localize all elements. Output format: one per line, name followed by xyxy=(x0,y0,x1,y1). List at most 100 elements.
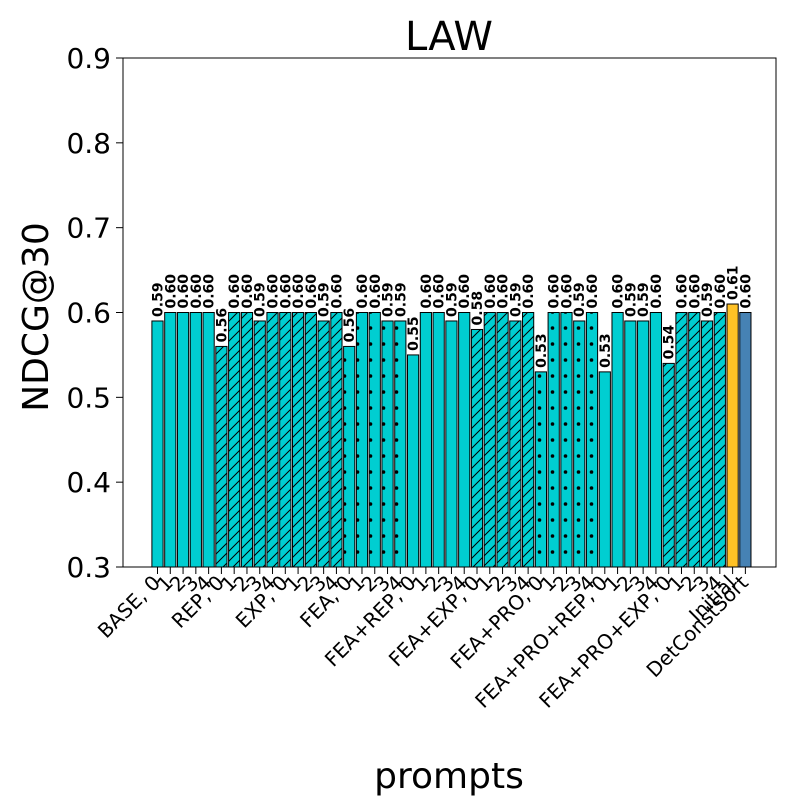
value-label-39: 0.60 xyxy=(649,274,665,309)
bar-46 xyxy=(739,312,752,568)
bar-38 xyxy=(637,320,650,568)
value-label-10: 0.60 xyxy=(278,274,294,309)
value-label-1: 0.60 xyxy=(163,274,179,309)
bar-pattern-44 xyxy=(714,312,726,567)
value-label-18: 0.59 xyxy=(381,282,397,317)
bar-23 xyxy=(445,320,458,568)
bar-22 xyxy=(432,312,445,568)
bar-pattern-10 xyxy=(279,312,291,567)
bar-37 xyxy=(624,320,637,568)
bar-pattern-29 xyxy=(522,312,534,567)
y-tick-label-3: 0.6 xyxy=(66,297,111,330)
bar-20 xyxy=(407,354,420,568)
value-label-12: 0.60 xyxy=(304,274,320,309)
bar-pattern-17 xyxy=(369,312,381,567)
bar-45 xyxy=(726,303,739,568)
value-label-40: 0.54 xyxy=(662,325,678,360)
bar-24 xyxy=(458,312,471,568)
y-tick-label-2: 0.5 xyxy=(66,381,111,414)
y-tick-label-1: 0.4 xyxy=(66,466,111,499)
value-label-13: 0.59 xyxy=(317,282,333,317)
bar-pattern-27 xyxy=(496,312,509,567)
value-label-6: 0.60 xyxy=(227,274,243,309)
y-tick-label-6: 0.9 xyxy=(66,42,111,75)
value-label-34: 0.60 xyxy=(585,274,601,309)
bar-3 xyxy=(189,312,202,568)
bar-35 xyxy=(598,371,611,568)
bar-pattern-9 xyxy=(266,312,279,567)
value-label-43: 0.59 xyxy=(700,282,716,317)
bar-pattern-25 xyxy=(471,329,483,567)
value-label-35: 0.53 xyxy=(598,333,614,368)
bar-pattern-26 xyxy=(484,312,496,567)
chart-title: LAW xyxy=(405,14,493,60)
value-label-4: 0.60 xyxy=(202,274,218,309)
bar-pattern-11 xyxy=(292,312,304,567)
value-label-28: 0.59 xyxy=(508,282,524,317)
value-label-9: 0.60 xyxy=(266,274,282,309)
value-label-41: 0.60 xyxy=(674,274,690,309)
bar-4 xyxy=(202,312,215,568)
x-axis-label: prompts xyxy=(374,756,524,797)
bar-pattern-13 xyxy=(318,320,330,567)
bar-pattern-30 xyxy=(535,371,547,567)
bar-pattern-6 xyxy=(228,312,240,567)
value-label-17: 0.60 xyxy=(368,274,384,309)
value-label-27: 0.60 xyxy=(496,274,512,309)
value-label-8: 0.59 xyxy=(253,282,269,317)
value-label-7: 0.60 xyxy=(240,274,256,309)
plot-area xyxy=(151,303,752,568)
value-label-45: 0.61 xyxy=(726,265,742,300)
bar-2 xyxy=(176,312,190,568)
y-axis-label: NDCG@30 xyxy=(16,222,57,412)
value-label-15: 0.56 xyxy=(342,308,358,343)
value-label-36: 0.60 xyxy=(611,274,627,309)
bar-pattern-41 xyxy=(675,312,688,567)
value-label-46: 0.60 xyxy=(738,274,754,309)
value-label-19: 0.59 xyxy=(393,282,409,317)
value-label-11: 0.60 xyxy=(291,274,307,309)
value-label-14: 0.60 xyxy=(329,274,345,309)
value-label-42: 0.60 xyxy=(687,274,703,309)
value-label-20: 0.55 xyxy=(406,316,422,351)
bar-39 xyxy=(649,312,663,568)
bar-pattern-18 xyxy=(381,320,394,567)
bar-pattern-34 xyxy=(586,312,598,567)
bar-pattern-33 xyxy=(573,320,585,567)
bar-0 xyxy=(151,320,164,568)
value-label-44: 0.60 xyxy=(713,274,729,309)
bar-pattern-16 xyxy=(356,312,368,567)
value-label-37: 0.59 xyxy=(623,282,639,317)
value-label-21: 0.60 xyxy=(419,274,435,309)
value-label-38: 0.59 xyxy=(636,282,652,317)
value-label-0: 0.59 xyxy=(151,282,167,317)
value-label-30: 0.53 xyxy=(534,333,550,368)
bar-pattern-40 xyxy=(663,363,675,567)
value-labels: 0.590.600.600.600.600.560.600.600.590.60… xyxy=(151,265,755,367)
bar-pattern-15 xyxy=(343,346,355,567)
value-label-25: 0.58 xyxy=(470,291,486,326)
bar-pattern-12 xyxy=(305,312,317,567)
bar-pattern-31 xyxy=(548,312,560,567)
y-tick-label-5: 0.8 xyxy=(66,127,111,160)
value-label-2: 0.60 xyxy=(176,274,192,309)
bar-pattern-14 xyxy=(330,312,343,567)
bar-pattern-5 xyxy=(215,346,227,567)
value-label-5: 0.56 xyxy=(214,308,230,343)
value-label-23: 0.59 xyxy=(444,282,460,317)
y-axis: 0.3 0.4 0.5 0.6 0.7 0.8 0.9 xyxy=(66,42,123,584)
bar-pattern-28 xyxy=(509,320,521,567)
bar-pattern-43 xyxy=(701,320,713,567)
bar-pattern-42 xyxy=(688,312,700,567)
value-label-31: 0.60 xyxy=(547,274,563,309)
value-label-24: 0.60 xyxy=(457,274,473,309)
value-label-22: 0.60 xyxy=(432,274,448,309)
y-tick-label-4: 0.7 xyxy=(66,212,111,245)
bar-pattern-7 xyxy=(241,312,253,567)
value-label-26: 0.60 xyxy=(483,274,499,309)
value-label-33: 0.59 xyxy=(572,282,588,317)
value-label-29: 0.60 xyxy=(521,274,537,309)
value-label-16: 0.60 xyxy=(355,274,371,309)
